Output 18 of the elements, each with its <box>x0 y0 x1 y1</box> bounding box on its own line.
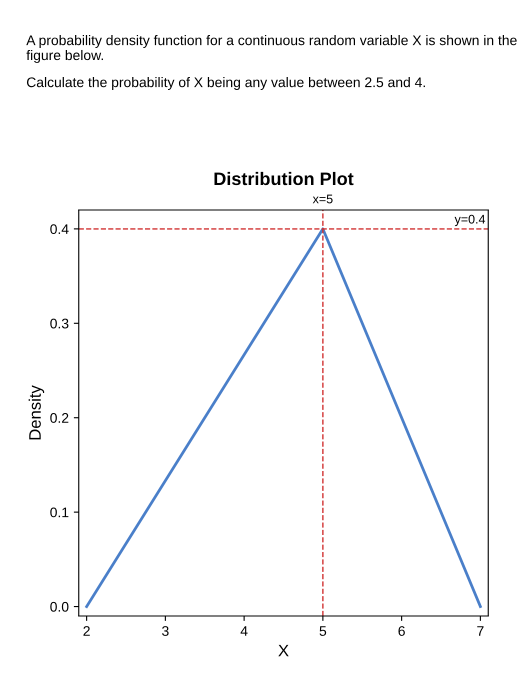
x-tick-label: 2 <box>83 626 90 636</box>
chart-title: Distribution Plot <box>214 172 354 186</box>
ref-line-label: y=0.4 <box>454 214 486 226</box>
x-tick-label: 3 <box>162 626 169 636</box>
x-tick-label: 6 <box>398 626 405 636</box>
x-tick-label: 5 <box>320 626 326 636</box>
y-tick-label: 0.1 <box>50 507 68 518</box>
y-tick-label: 0.2 <box>50 413 68 423</box>
y-axis-title: Density <box>28 385 44 440</box>
y-tick-label: 0.4 <box>50 224 69 234</box>
y-tick-label: 0.3 <box>50 318 68 328</box>
text: Calculate the probability of X being any value between 2.5 and 4. <box>26 77 425 90</box>
y-tick-label: 0.0 <box>50 602 68 612</box>
x-tick-label: 7 <box>477 626 484 636</box>
x-axis-title: X <box>278 644 289 656</box>
ref-line-label: x=5 <box>312 194 333 204</box>
text: A probability density function for a continuous random variable X is shown in the figure below. <box>26 35 517 63</box>
x-tick-label: 4 <box>240 626 248 636</box>
